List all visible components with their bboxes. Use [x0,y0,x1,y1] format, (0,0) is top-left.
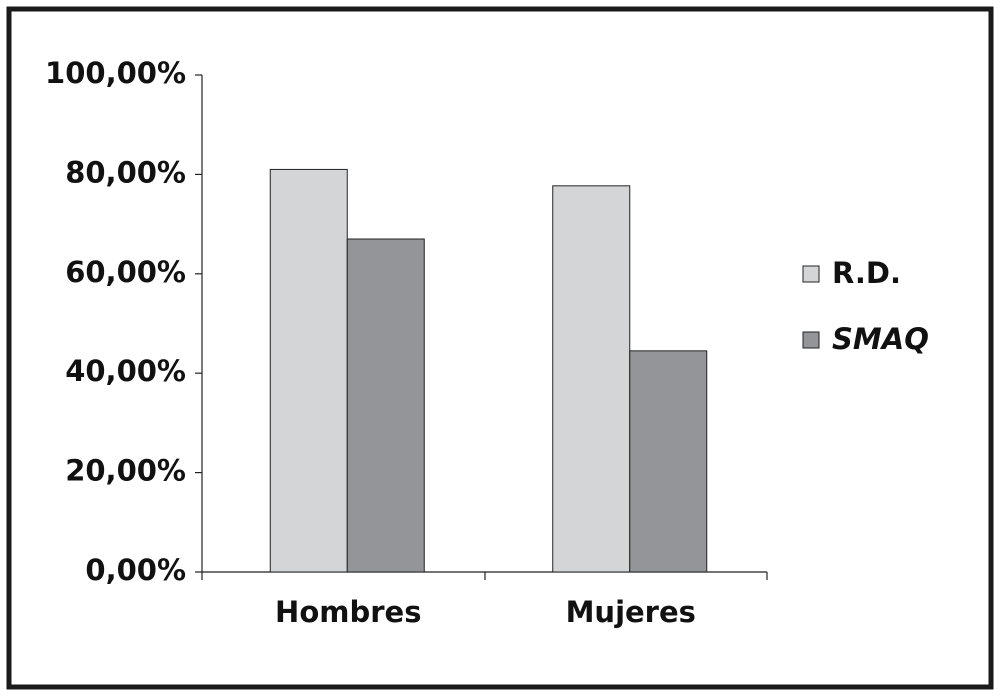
frame [6,6,994,690]
bar [269,168,348,573]
legend-label: R.D. [832,256,901,290]
y-tick-label: 0,00% [85,553,186,587]
y-tick-label: 100,00% [45,56,186,90]
y-tick-label: 80,00% [65,155,186,189]
bar [552,185,631,573]
bar [346,238,425,573]
legend-swatch [802,331,820,349]
x-tick-label: Mujeres [566,595,696,629]
legend-label: SMAQ [832,322,929,356]
x-tick-label: Hombres [275,595,421,629]
y-tick-label: 20,00% [65,454,186,488]
y-tick-label: 60,00% [65,255,186,289]
y-tick-label: 40,00% [65,354,186,388]
legend-swatch [802,265,820,283]
bar [629,350,708,573]
